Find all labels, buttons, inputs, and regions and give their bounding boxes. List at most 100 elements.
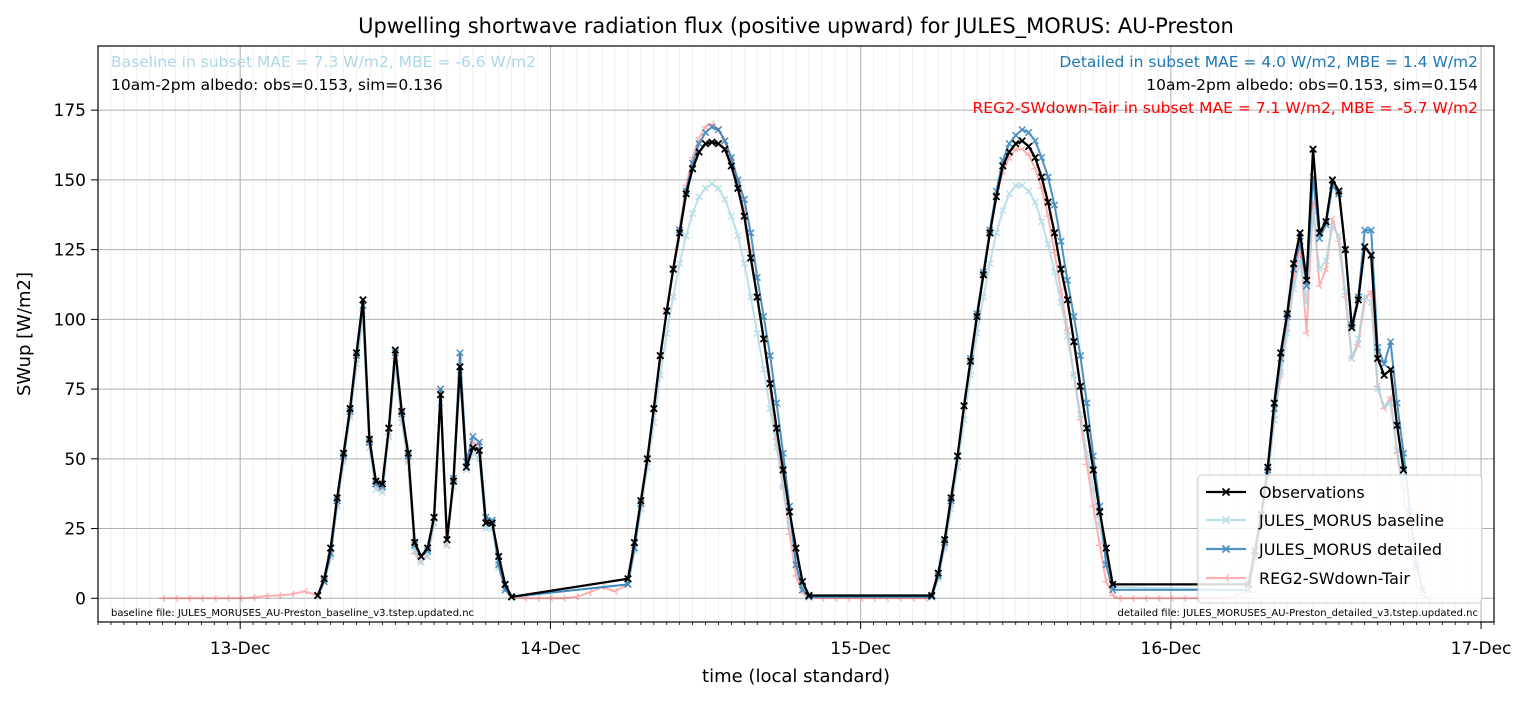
data-point-baseline <box>747 293 755 301</box>
data-point-observations <box>947 494 955 502</box>
major-grid <box>98 46 1494 622</box>
data-point-observations <box>1399 466 1408 474</box>
data-point-baseline <box>1024 187 1033 195</box>
data-point-observations <box>1360 242 1369 251</box>
data-point-baseline <box>992 229 1001 237</box>
data-point-observations <box>443 535 451 544</box>
data-point-detailed <box>1031 137 1039 145</box>
data-point-observations <box>326 544 335 552</box>
detailed-metrics-annotation: Detailed in subset MAE = 4.0 W/m2, MBE =… <box>1059 53 1478 71</box>
data-point-detailed <box>1018 125 1026 134</box>
data-point-baseline <box>986 259 994 268</box>
data-point-detailed <box>714 125 723 134</box>
data-point-observations <box>1082 424 1091 432</box>
data-point-baseline <box>740 259 749 268</box>
data-point-baseline <box>669 293 677 301</box>
y-axis-ticks: 0 25 50 75 100 125 150 175 <box>54 101 98 609</box>
data-point-observations <box>1076 382 1085 391</box>
data-point-observations <box>1328 176 1337 184</box>
data-point-reg2 <box>1179 594 1187 602</box>
data-point-observations <box>1309 145 1317 154</box>
data-point-observations <box>688 164 697 173</box>
data-point-detailed <box>624 580 632 589</box>
y-tick-label: 100 <box>54 310 86 330</box>
data-point-reg2 <box>262 592 269 600</box>
data-point-observations <box>507 593 516 601</box>
data-point-observations <box>986 229 994 237</box>
data-point-reg2 <box>249 593 257 602</box>
data-point-observations <box>992 192 1001 201</box>
series-line-observations <box>316 139 1405 599</box>
data-point-baseline <box>1063 332 1072 340</box>
data-point-reg2 <box>1128 594 1135 602</box>
data-point-baseline <box>714 184 723 192</box>
data-point-observations <box>1393 421 1401 430</box>
legend-key-marker-reg2 <box>1221 573 1230 583</box>
data-point-detailed <box>1024 128 1033 137</box>
data-point-reg2 <box>274 591 282 600</box>
data-point-baseline <box>1348 354 1356 363</box>
data-point-baseline <box>1354 335 1363 343</box>
data-point-baseline <box>1083 449 1091 457</box>
x-tick-label: 13-Dec <box>210 639 271 659</box>
data-point-detailed <box>1005 139 1014 148</box>
legend-key-marker-detailed <box>1221 544 1231 554</box>
data-point-baseline <box>1386 399 1395 407</box>
data-point-observations <box>339 449 348 458</box>
data-point-reg2 <box>1302 329 1310 337</box>
data-point-observations <box>1283 309 1292 318</box>
data-point-observations <box>1341 245 1350 254</box>
legend-key-marker-baseline <box>1221 515 1231 525</box>
data-point-baseline <box>1302 298 1311 307</box>
x-tick-label: 16-Dec <box>1141 639 1202 659</box>
data-point-baseline <box>695 192 703 201</box>
data-point-detailed <box>740 195 749 204</box>
data-point-detailed <box>1083 399 1091 407</box>
data-point-observations <box>1263 463 1272 472</box>
data-point-detailed <box>1050 201 1059 209</box>
data-point-observations <box>436 390 445 399</box>
legend-key-marker-observations <box>1221 487 1231 497</box>
data-point-observations <box>1089 466 1098 474</box>
legend-key-baseline <box>1206 515 1246 525</box>
data-point-observations <box>384 424 393 432</box>
data-point-reg2 <box>1102 577 1110 586</box>
data-point-observations <box>1386 365 1395 374</box>
data-point-observations <box>979 270 988 279</box>
data-point-baseline <box>1328 223 1337 232</box>
data-point-baseline <box>701 184 710 192</box>
data-point-baseline <box>688 209 697 218</box>
legend-key-observations <box>1206 487 1246 497</box>
y-tick-label: 50 <box>64 450 86 470</box>
y-tick-label: 175 <box>54 101 86 121</box>
data-point-baseline <box>1335 231 1343 240</box>
data-point-observations <box>1347 323 1356 332</box>
data-point-observations <box>1373 354 1382 363</box>
data-point-detailed <box>1315 234 1324 243</box>
data-point-observations <box>779 466 787 474</box>
data-point-reg2 <box>585 589 593 597</box>
data-point-observations <box>630 538 639 547</box>
data-point-detailed <box>701 128 710 137</box>
data-point-detailed <box>1367 226 1375 234</box>
data-point-observations <box>456 362 464 371</box>
data-point-baseline <box>675 259 684 268</box>
legend: Observations JULES_MORUS baseline JULES_… <box>1197 474 1483 604</box>
data-point-observations <box>469 443 477 452</box>
data-point-observations <box>753 293 762 301</box>
data-point-detailed <box>423 547 432 555</box>
data-point-baseline <box>423 552 432 561</box>
data-point-observations <box>346 404 354 413</box>
data-point-detailed <box>721 137 729 145</box>
data-point-observations <box>1296 229 1304 237</box>
data-point-observations <box>1044 198 1052 207</box>
data-point-reg2 <box>171 594 179 602</box>
data-point-baseline <box>1050 268 1059 276</box>
data-point-reg2 <box>197 594 205 602</box>
data-point-observations <box>1037 173 1046 181</box>
data-point-detailed <box>1063 276 1072 285</box>
data-point-reg2 <box>1166 594 1174 602</box>
data-point-baseline <box>1012 181 1020 190</box>
baseline-albedo-annotation: 10am-2pm albedo: obs=0.153, sim=0.136 <box>111 76 443 94</box>
data-point-observations <box>740 212 749 220</box>
